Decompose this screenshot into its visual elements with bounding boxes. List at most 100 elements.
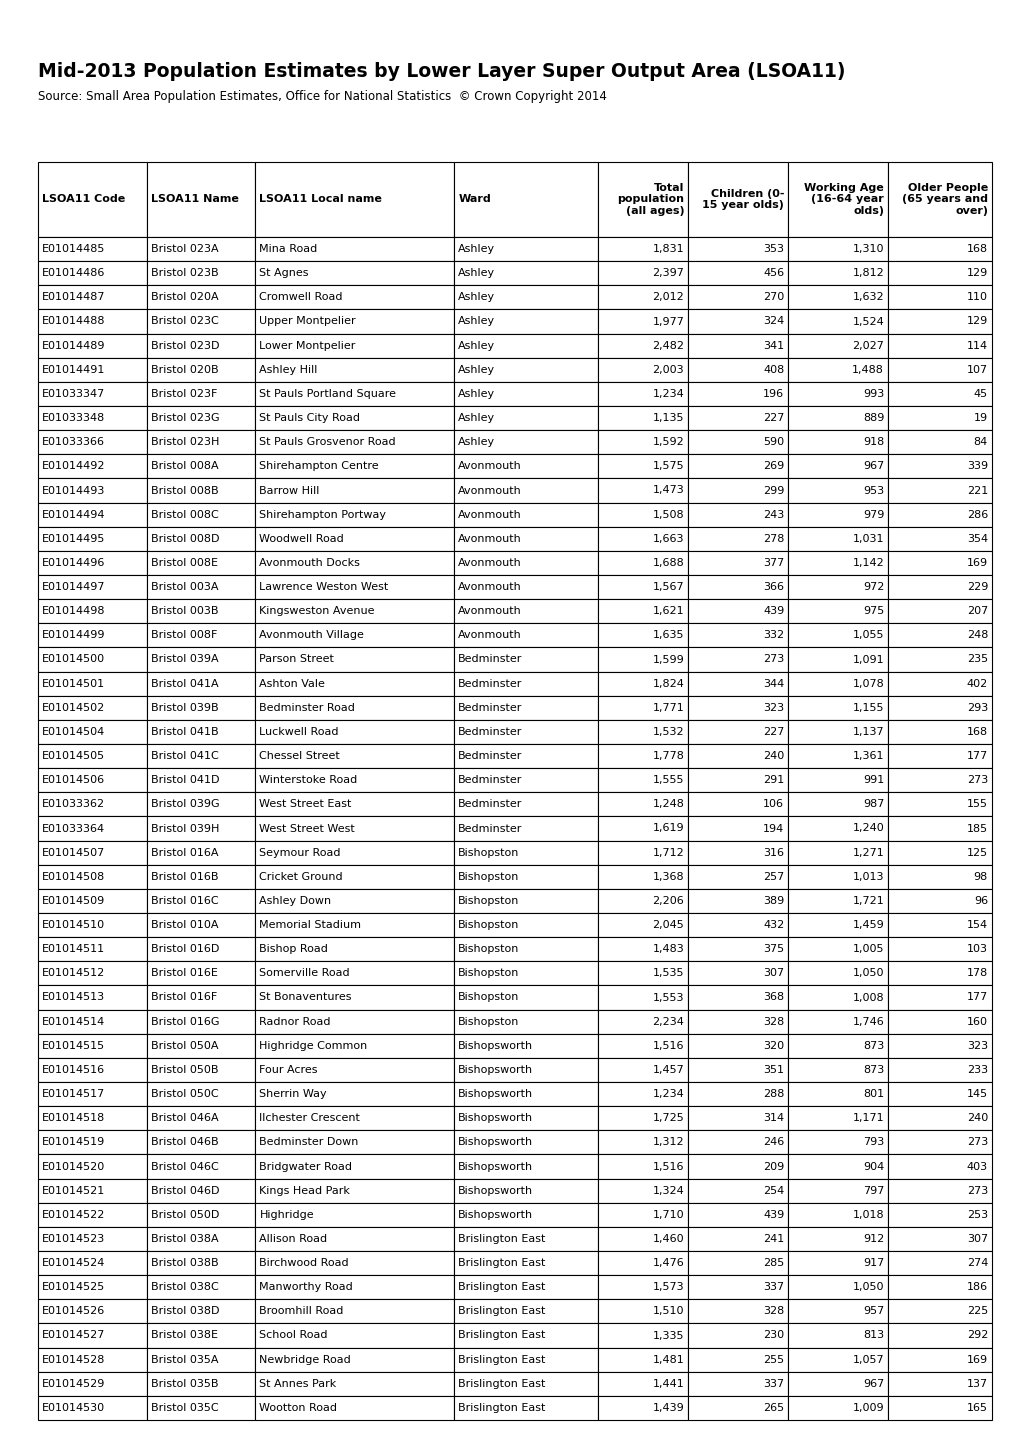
Text: 299: 299 bbox=[762, 486, 784, 496]
Text: Barrow Hill: Barrow Hill bbox=[259, 486, 319, 496]
Text: Bristol 041B: Bristol 041B bbox=[151, 727, 218, 737]
Bar bbox=[38, 1131, 147, 1155]
Text: 889: 889 bbox=[862, 412, 883, 423]
Bar bbox=[147, 575, 255, 598]
Text: Allison Road: Allison Road bbox=[259, 1234, 327, 1244]
Bar bbox=[38, 888, 147, 913]
Bar bbox=[453, 1252, 597, 1275]
Bar bbox=[453, 672, 597, 695]
Bar bbox=[688, 162, 788, 236]
Bar bbox=[255, 1252, 453, 1275]
Bar bbox=[38, 551, 147, 575]
Text: Cromwell Road: Cromwell Road bbox=[259, 293, 342, 303]
Bar bbox=[888, 1275, 991, 1299]
Text: 1,439: 1,439 bbox=[652, 1403, 684, 1413]
Bar bbox=[255, 1396, 453, 1420]
Bar bbox=[453, 358, 597, 382]
Text: Bishopsworth: Bishopsworth bbox=[458, 1210, 533, 1220]
Bar bbox=[255, 792, 453, 816]
Text: 96: 96 bbox=[973, 895, 987, 906]
Bar bbox=[688, 769, 788, 792]
Text: 918: 918 bbox=[862, 437, 883, 447]
Text: 125: 125 bbox=[966, 848, 987, 858]
Bar bbox=[888, 647, 991, 672]
Bar bbox=[453, 526, 597, 551]
Bar bbox=[597, 695, 688, 720]
Bar bbox=[255, 1227, 453, 1252]
Bar bbox=[255, 1058, 453, 1082]
Bar bbox=[888, 503, 991, 526]
Text: E01014494: E01014494 bbox=[42, 509, 105, 519]
Text: 1,635: 1,635 bbox=[652, 630, 684, 640]
Text: 278: 278 bbox=[762, 534, 784, 544]
Text: 366: 366 bbox=[762, 583, 784, 593]
Text: E01014518: E01014518 bbox=[42, 1113, 105, 1123]
Bar bbox=[688, 1371, 788, 1396]
Bar bbox=[38, 1252, 147, 1275]
Bar bbox=[453, 1131, 597, 1155]
Text: Kingsweston Avenue: Kingsweston Avenue bbox=[259, 606, 375, 616]
Bar bbox=[888, 236, 991, 261]
Bar bbox=[453, 1034, 597, 1058]
Text: 314: 314 bbox=[762, 1113, 784, 1123]
Bar bbox=[255, 1082, 453, 1106]
Text: Broomhill Road: Broomhill Road bbox=[259, 1306, 343, 1317]
Bar bbox=[688, 865, 788, 888]
Text: Avonmouth: Avonmouth bbox=[458, 509, 522, 519]
Text: 439: 439 bbox=[762, 606, 784, 616]
Text: Bishopsworth: Bishopsworth bbox=[458, 1161, 533, 1171]
Bar bbox=[597, 407, 688, 430]
Text: 186: 186 bbox=[966, 1282, 987, 1292]
Text: 209: 209 bbox=[762, 1161, 784, 1171]
Bar bbox=[788, 310, 888, 333]
Text: 432: 432 bbox=[762, 920, 784, 930]
Text: Bristol 010A: Bristol 010A bbox=[151, 920, 218, 930]
Text: 1,457: 1,457 bbox=[652, 1066, 684, 1074]
Text: Bristol 023B: Bristol 023B bbox=[151, 268, 218, 278]
Text: Bristol 041C: Bristol 041C bbox=[151, 751, 218, 761]
Text: Woodwell Road: Woodwell Road bbox=[259, 534, 343, 544]
Bar bbox=[788, 695, 888, 720]
Bar bbox=[888, 358, 991, 382]
Bar bbox=[147, 598, 255, 623]
Text: Bristol 038E: Bristol 038E bbox=[151, 1331, 217, 1341]
Text: 912: 912 bbox=[862, 1234, 883, 1244]
Text: E01014529: E01014529 bbox=[42, 1379, 105, 1389]
Bar bbox=[453, 816, 597, 841]
Text: Ashley: Ashley bbox=[458, 293, 495, 303]
Bar bbox=[38, 647, 147, 672]
Text: St Agnes: St Agnes bbox=[259, 268, 309, 278]
Text: 797: 797 bbox=[862, 1185, 883, 1195]
Bar bbox=[453, 695, 597, 720]
Bar bbox=[788, 1324, 888, 1348]
Text: Bristol 050B: Bristol 050B bbox=[151, 1066, 218, 1074]
Text: E01014524: E01014524 bbox=[42, 1257, 105, 1268]
Bar bbox=[147, 1203, 255, 1227]
Bar bbox=[597, 358, 688, 382]
Text: 1,663: 1,663 bbox=[652, 534, 684, 544]
Text: Bedminster: Bedminster bbox=[458, 823, 522, 833]
Bar bbox=[255, 1348, 453, 1371]
Bar bbox=[788, 1058, 888, 1082]
Text: 953: 953 bbox=[862, 486, 883, 496]
Text: Ashley: Ashley bbox=[458, 365, 495, 375]
Text: 316: 316 bbox=[762, 848, 784, 858]
Bar bbox=[255, 503, 453, 526]
Text: 1,005: 1,005 bbox=[852, 945, 883, 955]
Text: Kings Head Park: Kings Head Park bbox=[259, 1185, 350, 1195]
Bar bbox=[38, 162, 147, 236]
Text: Bristol 008B: Bristol 008B bbox=[151, 486, 218, 496]
Bar bbox=[147, 1396, 255, 1420]
Text: E01014486: E01014486 bbox=[42, 268, 105, 278]
Text: 114: 114 bbox=[966, 340, 987, 350]
Text: Four Acres: Four Acres bbox=[259, 1066, 318, 1074]
Text: Seymour Road: Seymour Road bbox=[259, 848, 340, 858]
Bar bbox=[147, 1324, 255, 1348]
Text: Sherrin Way: Sherrin Way bbox=[259, 1089, 327, 1099]
Text: 129: 129 bbox=[966, 268, 987, 278]
Text: 145: 145 bbox=[966, 1089, 987, 1099]
Text: St Annes Park: St Annes Park bbox=[259, 1379, 336, 1389]
Bar bbox=[453, 503, 597, 526]
Text: Mina Road: Mina Road bbox=[259, 244, 317, 254]
Bar bbox=[453, 647, 597, 672]
